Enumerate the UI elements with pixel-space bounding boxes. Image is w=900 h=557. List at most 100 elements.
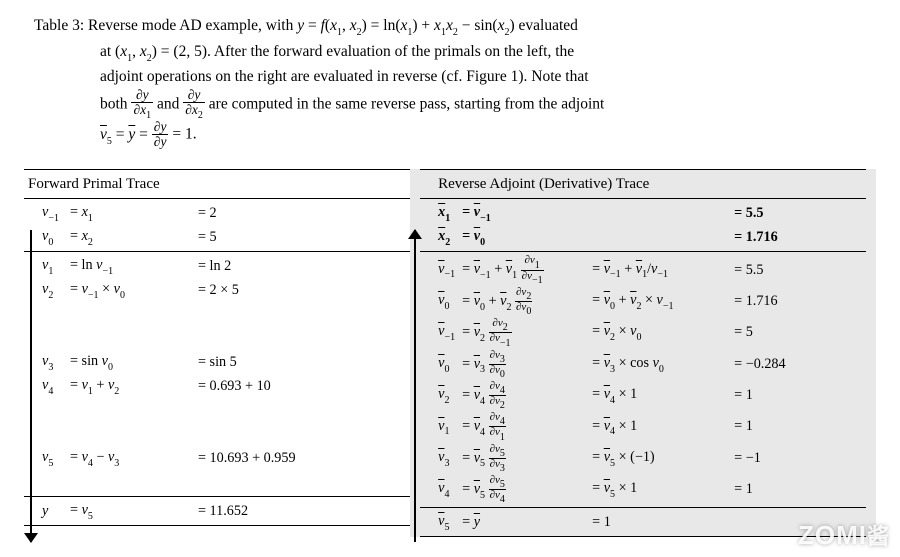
table-cell: v5: [420, 513, 462, 532]
caption-line-4: both ∂y∂x1 and ∂y∂x2 are computed in the…: [34, 89, 866, 121]
table-row: v2= v4 ∂v4∂v2= v4 × 1= 1: [420, 380, 866, 411]
table-cell: = −0.284: [734, 356, 785, 373]
table-cell: v4: [420, 480, 462, 499]
table-section: y= v5= 11.652: [24, 497, 410, 526]
table-cell: = v5 × (−1): [592, 449, 734, 468]
table-cell: = v0 + v2 × v−1: [592, 292, 734, 311]
table-cell: v3: [420, 449, 462, 468]
table-cell: = 1: [734, 481, 753, 498]
table-cell: = v0: [462, 228, 592, 247]
table-cell: = sin v0: [70, 353, 198, 372]
table-cell: = 1: [592, 514, 734, 531]
table-cell: = v3 × cos v0: [592, 355, 734, 374]
table-cell: = v0 + v2 ∂v2∂v0: [462, 287, 592, 316]
table-cell: = sin 5: [198, 354, 237, 371]
table-cell: v0: [420, 292, 462, 311]
table-cell: = 1: [734, 418, 753, 435]
table-cell: = 1.716: [734, 229, 778, 246]
watermark: ZOMI酱: [798, 519, 890, 551]
table-cell: = 1.716: [734, 293, 777, 310]
table-cell: = ln 2: [198, 258, 231, 275]
table-caption: Table 3: Reverse mode AD example, with y…: [34, 14, 866, 149]
table-row: v0= v0 + v2 ∂v2∂v0= v0 + v2 × v−1= 1.716: [420, 286, 866, 317]
caption-text: = 1.: [172, 126, 196, 143]
table-cell: v−1: [24, 204, 70, 223]
table-row: v4= v5 ∂v5∂v4= v5 × 1= 1: [420, 474, 866, 505]
table-row: v3= v5 ∂v5∂v3= v5 × (−1)= −1: [420, 443, 866, 474]
table-cell: = y: [462, 514, 592, 531]
table-cell: = v4 − v3: [70, 449, 198, 468]
caption-line-5: v5 = y = ∂y∂y = 1.: [34, 121, 866, 149]
table-row: v5= v4 − v3= 10.693 + 0.959: [24, 446, 410, 470]
caption-line-1: Table 3: Reverse mode AD example, with y…: [34, 14, 866, 40]
table-cell: = v4 ∂v4∂v1: [462, 412, 592, 441]
forward-trace-table: Forward Primal Trace v−1= x1= 2v0= x2= 5…: [24, 169, 410, 537]
caption-text: v5 = y =: [100, 126, 152, 143]
table-section: v1= ln v−1= ln 2v2= v−1 × v0= 2 × 5v3= s…: [24, 252, 410, 497]
table-cell: = x1: [70, 204, 198, 223]
table-cell: = v5: [70, 502, 198, 521]
caption-text: are computed in the same reverse pass, s…: [209, 96, 605, 113]
table-cell: = v5 ∂v5∂v4: [462, 475, 592, 504]
table-cell: v0: [420, 355, 462, 374]
table-cell: = v1 + v2: [70, 377, 198, 396]
caption-text: both: [100, 96, 131, 113]
table-row: v1= ln v−1= ln 2: [24, 254, 410, 278]
table-row: v0= x2= 5: [24, 225, 410, 249]
table-cell: = 5: [198, 229, 217, 246]
fraction-dydy: ∂y∂y: [152, 120, 169, 148]
table-cell: = v5 ∂v5∂v3: [462, 444, 592, 473]
table-cell: = v4 × 1: [592, 418, 734, 437]
table-row: v4= v1 + v2= 0.693 + 10: [24, 374, 410, 398]
table-row: v2= v−1 × v0= 2 × 5: [24, 278, 410, 302]
arrow-down-icon: [24, 230, 38, 542]
table-row: x2= v0 = 1.716: [420, 225, 866, 249]
table-row: v0= v3 ∂v3∂v0= v3 × cos v0= −0.284: [420, 349, 866, 380]
reverse-trace-header: Reverse Adjoint (Derivative) Trace: [420, 169, 866, 199]
table-cell: v−1: [420, 323, 462, 342]
table-cell: = v2 × v0: [592, 323, 734, 342]
arrow-up-icon: [408, 230, 422, 542]
table-cell: = v−1: [462, 204, 592, 223]
fraction-dydx2: ∂y∂x2: [183, 88, 205, 120]
table-cell: v1: [420, 418, 462, 437]
table-cell: x2: [420, 228, 462, 247]
table-cell: = 11.652: [198, 503, 248, 520]
table-cell: v−1: [420, 261, 462, 280]
table-row: v1= v4 ∂v4∂v1= v4 × 1= 1: [420, 411, 866, 442]
table-section: x1= v−1 = 5.5 x2= v0 = 1.716: [420, 199, 866, 252]
table-cell: = v−1 + v1 ∂v1∂v−1: [462, 255, 592, 284]
caption-text: and: [157, 96, 183, 113]
caption-line-2: at (x1, x2) = (2, 5). After the forward …: [34, 40, 866, 66]
fraction-dydx1: ∂y∂x1: [131, 88, 153, 120]
table-cell: = 0.693 + 10: [198, 378, 271, 395]
table-row: v−1= v−1 + v1 ∂v1∂v−1= v−1 + v1/v−1= 5.5: [420, 254, 866, 285]
caption-line-3: adjoint operations on the right are eval…: [34, 65, 866, 89]
reverse-trace-table: Reverse Adjoint (Derivative) Trace x1= v…: [410, 169, 876, 537]
table-cell: = 5.5: [734, 205, 763, 222]
table-cell: = v4 × 1: [592, 386, 734, 405]
table-row: [24, 470, 410, 494]
table-cell: = ln v−1: [70, 257, 198, 276]
table-row: [24, 302, 410, 326]
table-cell: x1: [420, 204, 462, 223]
table-cell: = 1: [734, 387, 753, 404]
table-row: [24, 326, 410, 350]
table-row: x1= v−1 = 5.5: [420, 201, 866, 225]
table-cell: = 5.5: [734, 262, 763, 279]
table-cell: v2: [420, 386, 462, 405]
table-section: v−1= v−1 + v1 ∂v1∂v−1= v−1 + v1/v−1= 5.5…: [420, 252, 866, 508]
table-row: [24, 398, 410, 422]
table-row: v−1= v2 ∂v2∂v−1= v2 × v0= 5: [420, 317, 866, 348]
table-row: [24, 422, 410, 446]
table-cell: = 2: [198, 205, 217, 222]
table-cell: = v4 ∂v4∂v2: [462, 381, 592, 410]
table-cell: = v−1 × v0: [70, 281, 198, 300]
table-row: y= v5= 11.652: [24, 499, 410, 523]
tables-container: Forward Primal Trace v−1= x1= 2v0= x2= 5…: [24, 169, 876, 537]
table-cell: = −1: [734, 450, 761, 467]
table-cell: = 2 × 5: [198, 282, 239, 299]
table-cell: = v3 ∂v3∂v0: [462, 350, 592, 379]
table-cell: = x2: [70, 228, 198, 247]
table-cell: = v2 ∂v2∂v−1: [462, 318, 592, 347]
